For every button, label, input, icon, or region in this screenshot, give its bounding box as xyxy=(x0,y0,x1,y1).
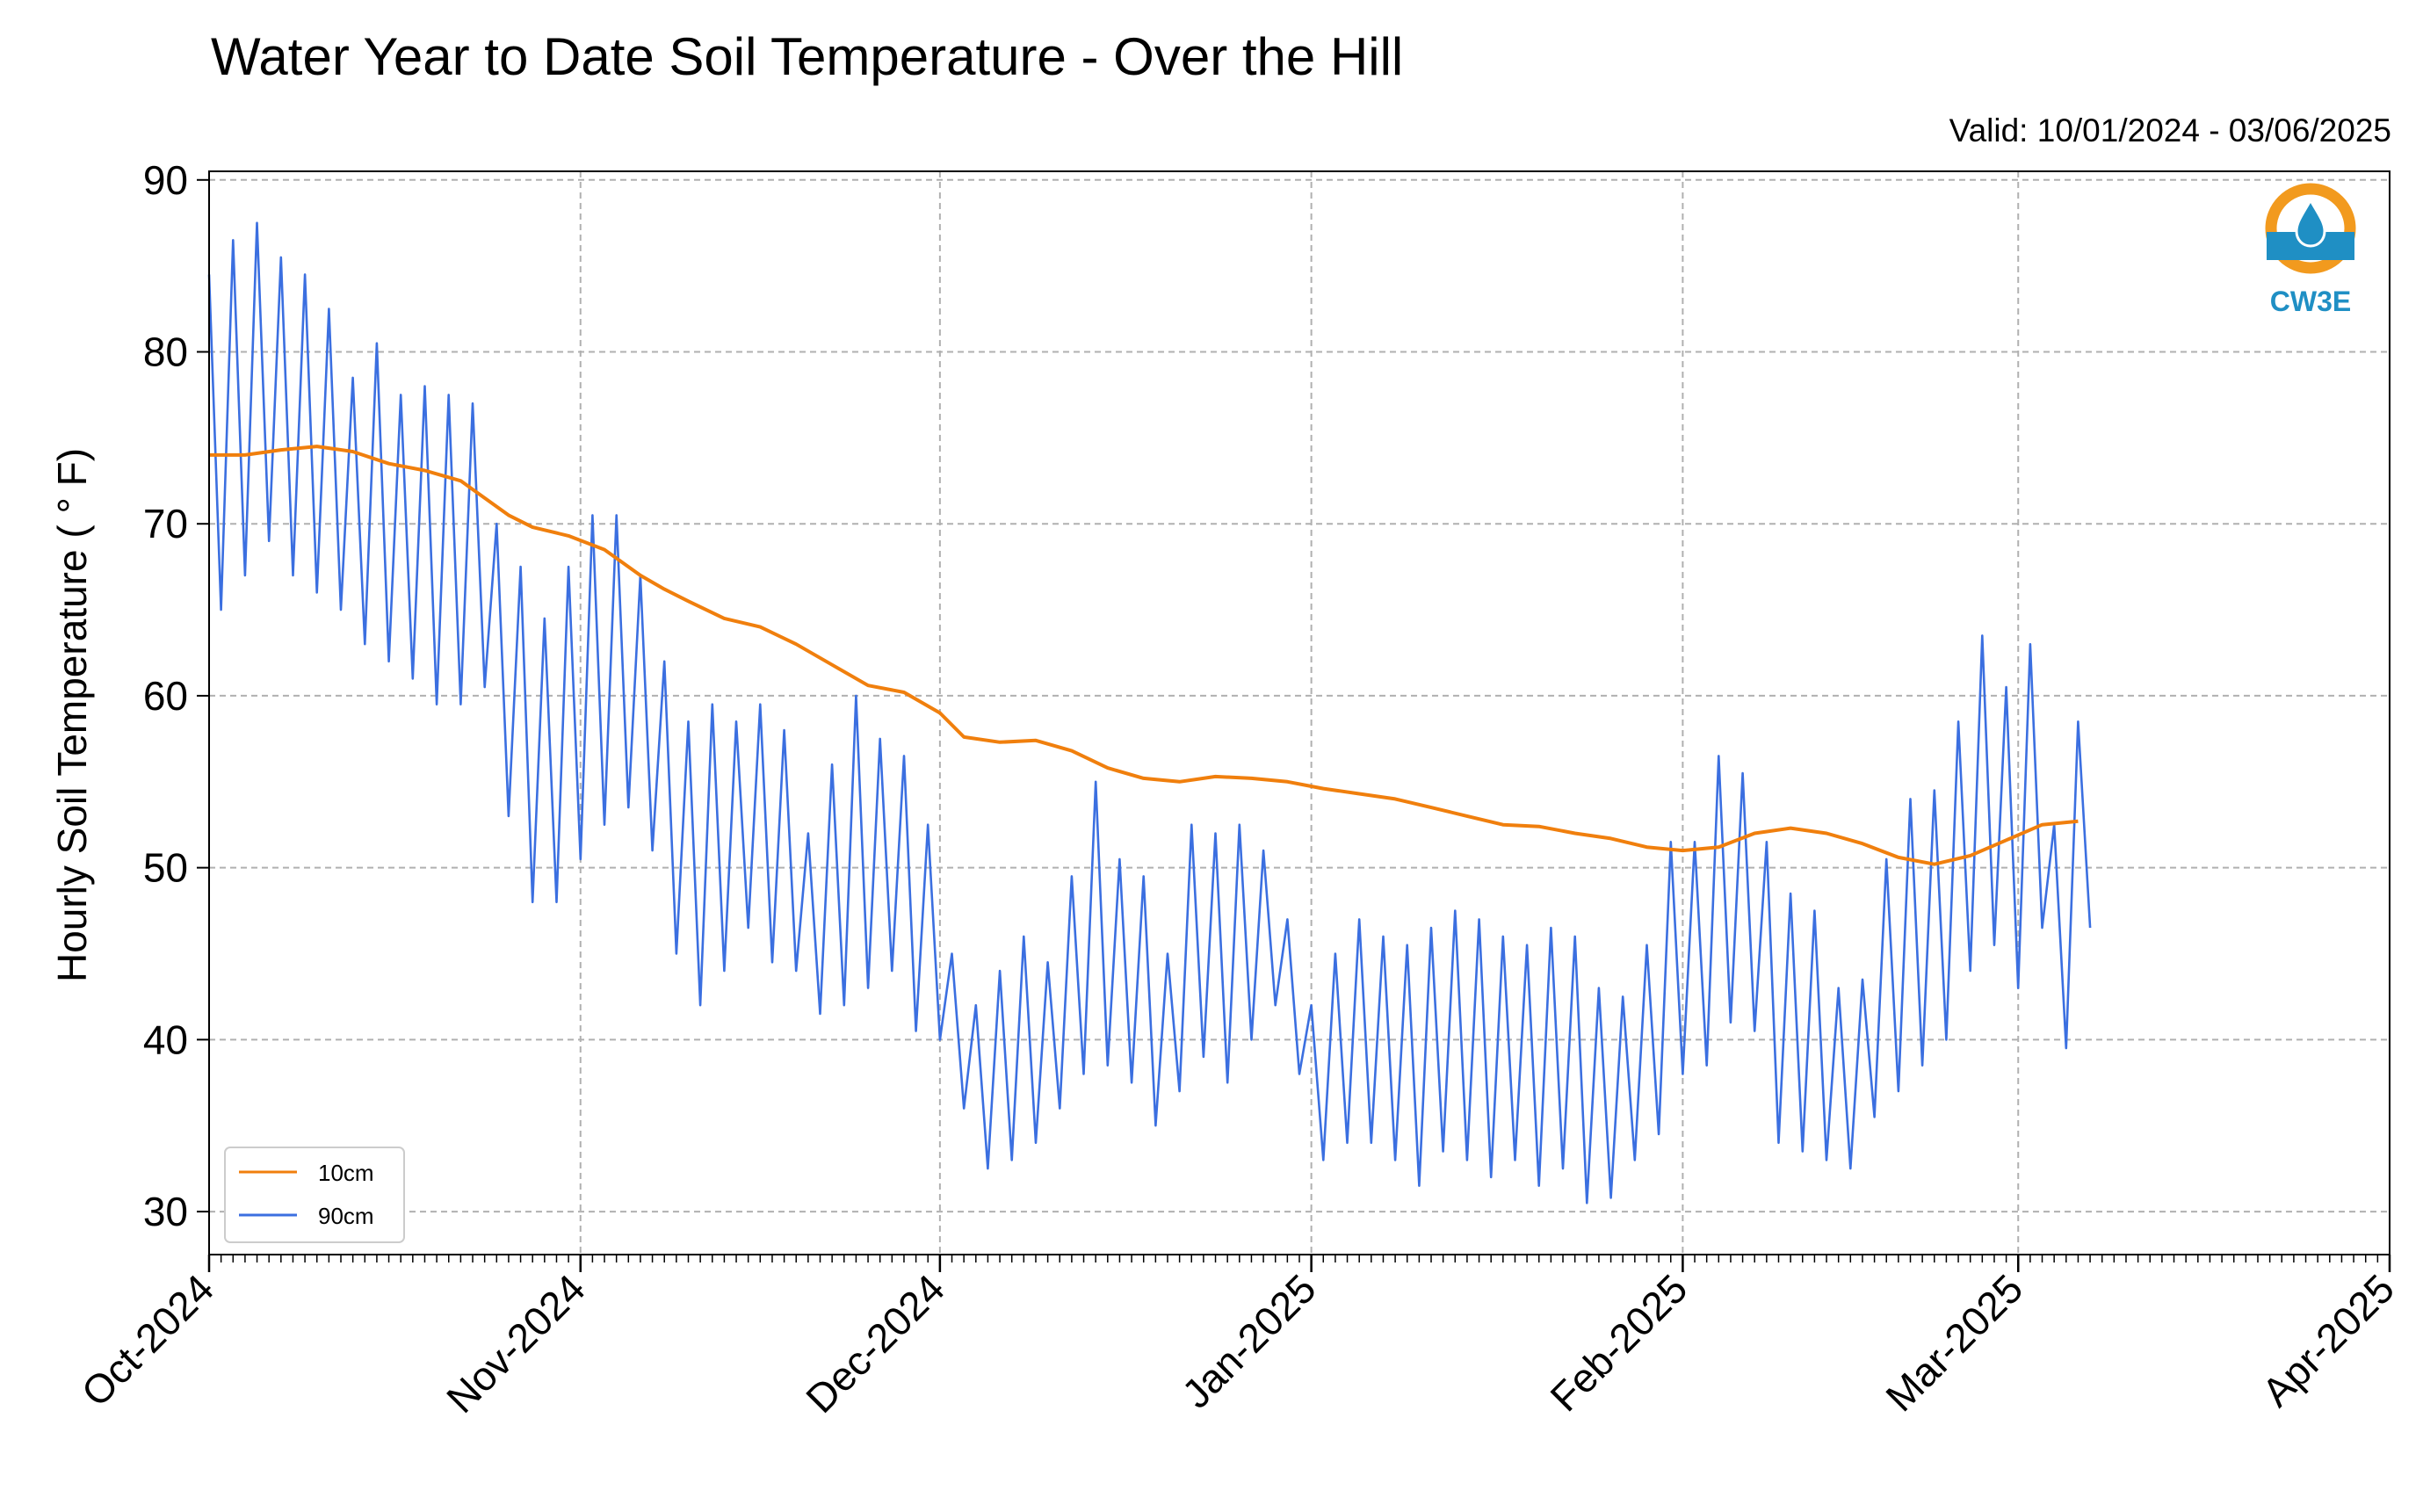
legend: 10cm 90cm xyxy=(224,1147,405,1243)
series-line-90cm xyxy=(207,221,2092,1205)
x-tick-label: Feb-2025 xyxy=(1541,1265,1696,1420)
x-tick-label: Apr-2025 xyxy=(2253,1265,2403,1415)
grid-lines xyxy=(208,171,2390,1255)
x-tick-label: Oct-2024 xyxy=(73,1265,223,1415)
axis-ticks xyxy=(197,178,2391,1272)
x-tick-label: Jan-2025 xyxy=(1173,1265,1324,1416)
y-tick-label: 90 xyxy=(143,157,188,203)
y-tick-label: 30 xyxy=(143,1189,188,1234)
logo-ring xyxy=(2265,183,2356,274)
y-tick-labels: 30 40 50 60 70 80 90 xyxy=(143,157,188,1234)
series-lines xyxy=(207,221,2092,1205)
y-tick-label: 60 xyxy=(143,673,188,719)
y-tick-label: 40 xyxy=(143,1016,188,1062)
water-drop-sun-icon xyxy=(2295,197,2326,248)
y-axis-label: Hourly Soil Temperature ( ° F) xyxy=(49,448,95,982)
x-tick-labels: Oct-2024 Nov-2024 Dec-2024 Jan-2025 Feb-2025… xyxy=(73,1265,2404,1422)
x-tick-label: Nov-2024 xyxy=(438,1265,594,1422)
y-tick-label: 80 xyxy=(143,329,188,375)
series-line-10cm xyxy=(209,445,2079,866)
legend-label-90cm: 90cm xyxy=(318,1203,374,1229)
cw3e-logo: CW3E xyxy=(2265,183,2356,317)
valid-date-range: Valid: 10/01/2024 - 03/06/2025 xyxy=(1949,112,2391,148)
x-tick-label: Dec-2024 xyxy=(797,1265,953,1422)
plot-frame xyxy=(208,170,2390,1255)
logo-text: CW3E xyxy=(2270,286,2351,317)
legend-box xyxy=(224,1147,405,1243)
y-tick-label: 50 xyxy=(143,845,188,891)
page-title: Water Year to Date Soil Temperature - Ov… xyxy=(211,27,1404,86)
x-tick-label: Mar-2025 xyxy=(1877,1265,2031,1420)
legend-label-10cm: 10cm xyxy=(318,1160,374,1186)
y-tick-label: 70 xyxy=(143,501,188,546)
